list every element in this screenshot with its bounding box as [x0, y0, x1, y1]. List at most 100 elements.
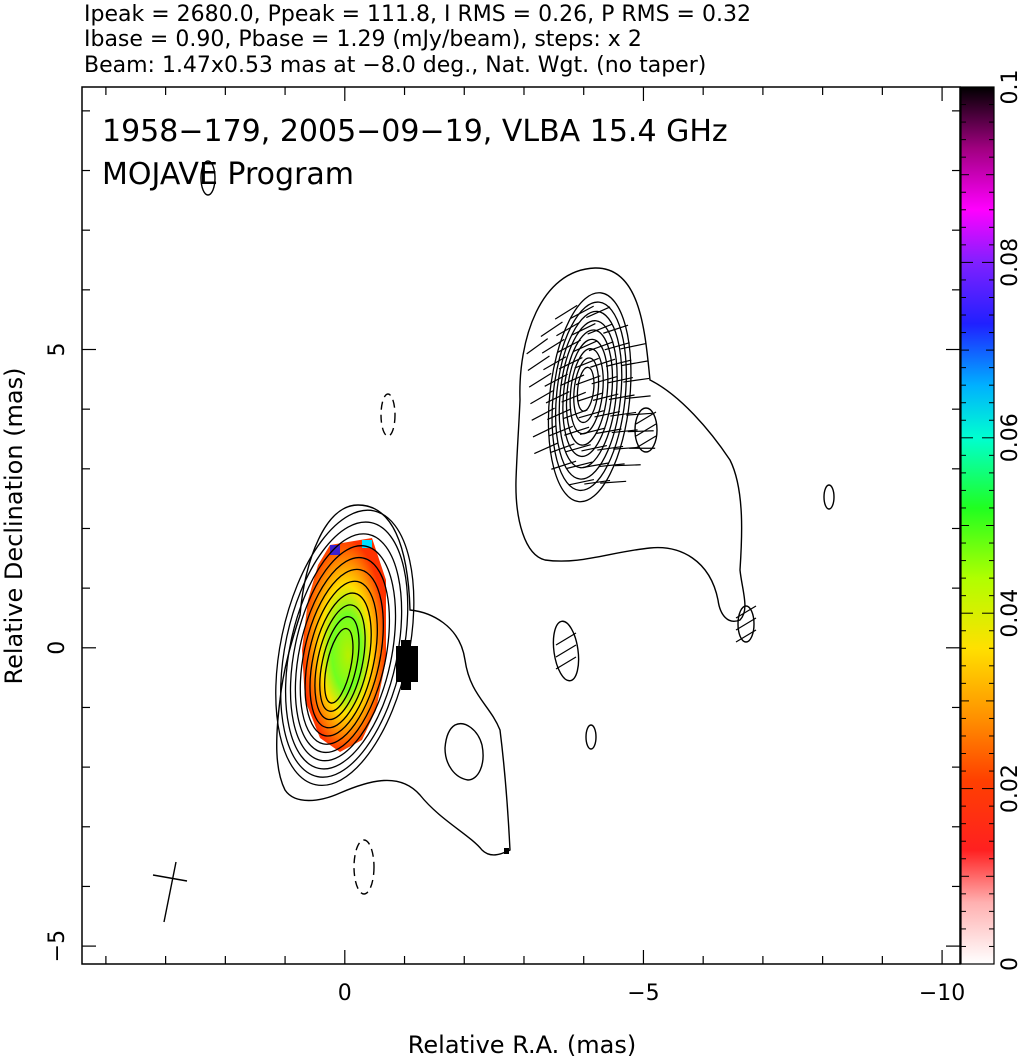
- evpa-vector: [571, 322, 596, 336]
- evpa-vector: [551, 460, 577, 470]
- contour-level: [309, 592, 372, 729]
- header-line-1: Ipeak = 2680.0, Ppeak = 111.8, I RMS = 0…: [84, 2, 751, 27]
- contour-level: [324, 627, 354, 704]
- contour-blob-f: [200, 160, 216, 196]
- evpa-vector: [624, 395, 651, 400]
- evpa-vector: [558, 356, 583, 370]
- evpa-vector: [591, 376, 617, 385]
- evpa-vector: [614, 464, 641, 467]
- beam-major-axis: [163, 861, 177, 923]
- colorbar-tick-label: 0.1: [998, 70, 1022, 105]
- evpa-vector: [527, 355, 550, 371]
- evpa-vector: [608, 394, 635, 401]
- evpa-vector: [626, 412, 653, 416]
- evpa-vector: [603, 324, 629, 334]
- y-tick-label: −5: [45, 930, 70, 962]
- x-tick-labels: 0 −5 −10: [338, 981, 965, 1006]
- evpa-vector: [548, 425, 573, 437]
- plot-area: 1958−179, 2005−09−19, VLBA 15.4 GHz MOJA…: [102, 114, 835, 923]
- plot-title: 1958−179, 2005−09−19, VLBA 15.4 GHz: [102, 114, 728, 149]
- x-tick-label: −5: [627, 981, 659, 1006]
- evpa-vector: [597, 445, 624, 451]
- negative-contour-b: [353, 839, 375, 895]
- evpa-vector: [735, 617, 757, 631]
- evpa-vector: [590, 358, 616, 368]
- evpa-vector: [544, 373, 568, 387]
- contour-blob-d: [823, 484, 835, 510]
- evpa-vector: [594, 410, 621, 418]
- evpa-vector: [584, 479, 611, 485]
- contour-level: [289, 545, 397, 762]
- evpa-vector: [586, 306, 611, 319]
- contour-level: [565, 338, 609, 446]
- evpa-vector: [568, 478, 595, 486]
- header-line-2: Ibase = 0.90, Pbase = 1.29 (mJy/beam), s…: [84, 27, 642, 52]
- evpa-vector: [547, 408, 572, 421]
- evpa-vector: [575, 375, 601, 386]
- header-line-3: Beam: 1.47x0.53 mas at −8.0 deg., Nat. W…: [84, 53, 706, 78]
- colorbar-ticks: 0 0.02 0.04 0.06 0.08 0.1: [961, 70, 1022, 971]
- contour-level: [314, 604, 366, 721]
- evpa-vector: [541, 338, 565, 354]
- evpa-vector: [549, 443, 575, 454]
- evpa-vector: [557, 339, 581, 353]
- evpa-vector: [620, 342, 647, 350]
- contour-blob-a: [552, 620, 580, 682]
- evpa-vectors: [526, 304, 757, 670]
- negative-contour-a: [380, 393, 396, 437]
- evpa-vector: [635, 411, 657, 425]
- evpa-vector: [528, 372, 552, 388]
- polarization-pixel-blue: [330, 545, 340, 555]
- contour-level: [280, 521, 409, 778]
- evpa-vector: [605, 359, 632, 367]
- evpa-vector: [562, 409, 588, 420]
- contour-level: [551, 301, 627, 492]
- evpa-vector: [588, 341, 614, 352]
- evpa-vector: [530, 390, 554, 405]
- evpa-vector: [543, 356, 567, 371]
- x-tick-label: 0: [338, 981, 352, 1006]
- evpa-vector: [600, 480, 627, 484]
- polarization-pixel-cyan: [362, 540, 372, 548]
- evpa-vector: [532, 424, 557, 438]
- evpa-vector: [574, 357, 599, 369]
- x-axis-label: Relative R.A. (mas): [408, 1031, 636, 1059]
- contour-level: [284, 533, 403, 770]
- evpa-vector: [604, 342, 630, 351]
- evpa-vector: [540, 321, 563, 337]
- evpa-vector: [577, 392, 603, 402]
- evpa-vector: [587, 323, 612, 335]
- evpa-vector: [610, 411, 637, 417]
- colorbar-tick-label: 0.06: [998, 413, 1022, 462]
- contour-level: [299, 568, 384, 745]
- evpa-vector: [573, 340, 598, 353]
- colorbar-tick-label: 0: [998, 957, 1022, 971]
- evpa-vector: [613, 446, 640, 450]
- beam-indicator: [152, 861, 188, 923]
- evpa-vector: [555, 656, 577, 670]
- y-tick-label: 0: [45, 641, 70, 655]
- evpa-vector: [582, 462, 609, 469]
- contour-outer-jet: [515, 267, 746, 622]
- plot-subtitle: MOJAVE Program: [102, 157, 354, 192]
- polarization-core-patch: [302, 538, 386, 752]
- evpa-vector: [560, 374, 585, 387]
- evpa-vector: [623, 377, 650, 383]
- evpa-vector: [555, 644, 577, 658]
- x-tick-label: −10: [919, 981, 965, 1006]
- evpa-vector: [526, 338, 549, 355]
- colorbar-tick-label: 0.02: [998, 764, 1022, 813]
- evpa-vector: [564, 426, 590, 436]
- evpa-vector: [565, 444, 591, 453]
- evpa-vector: [621, 360, 648, 367]
- contour-level: [573, 357, 600, 424]
- contour-level: [294, 556, 391, 754]
- contour-blob-c: [737, 605, 755, 643]
- evpa-vector: [554, 304, 578, 320]
- contour-level: [555, 310, 623, 480]
- y-axis-label: Relative Declination (mas): [0, 367, 28, 684]
- evpa-vector: [570, 305, 594, 319]
- evpa-vector: [627, 430, 654, 433]
- contour-blob-e: [585, 724, 597, 750]
